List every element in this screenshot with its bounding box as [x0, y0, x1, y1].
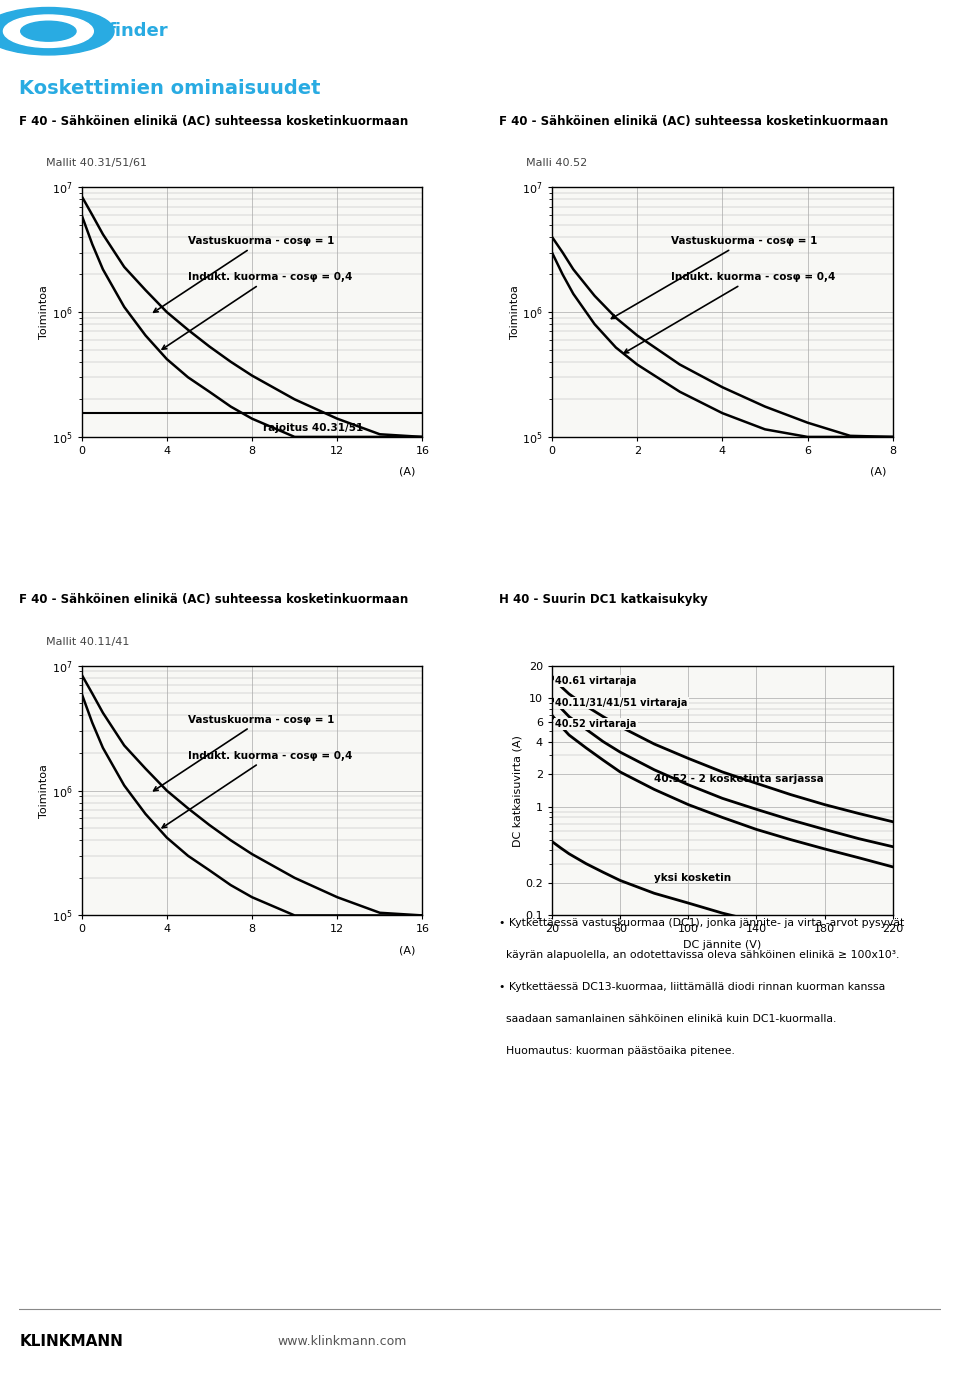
Text: (A): (A): [870, 467, 886, 477]
Text: saadaan samanlainen sähköinen elinikä kuin DC1-kuormalla.: saadaan samanlainen sähköinen elinikä ku…: [499, 1014, 836, 1024]
Text: 40.11/31/41/51 virtaraja: 40.11/31/41/51 virtaraja: [556, 699, 687, 709]
Text: Indukt. kuorma - cosφ = 0,4: Indukt. kuorma - cosφ = 0,4: [162, 272, 352, 350]
Text: www.klinkmann.com: www.klinkmann.com: [277, 1336, 407, 1348]
Text: yksi kosketin: yksi kosketin: [655, 874, 732, 884]
Text: 40.61 virtaraja: 40.61 virtaraja: [556, 675, 636, 687]
Text: Vastuskuorma - cosφ = 1: Vastuskuorma - cosφ = 1: [154, 236, 334, 312]
Circle shape: [4, 15, 93, 47]
Text: Malli 40.52: Malli 40.52: [526, 158, 587, 168]
Text: • Kytkettäessä DC13-kuormaa, liittämällä diodi rinnan kuorman kanssa: • Kytkettäessä DC13-kuormaa, liittämällä…: [499, 982, 885, 992]
Text: 40-sarja - Pienikokoiset piirilevyreleet 8 - 10 - 16 A: 40-sarja - Pienikokoiset piirilevyreleet…: [309, 22, 824, 40]
Text: Mallit 40.31/51/61: Mallit 40.31/51/61: [46, 158, 147, 168]
Text: F 40 - Sähköinen elinikä (AC) suhteessa kosketinkuormaan: F 40 - Sähköinen elinikä (AC) suhteessa …: [19, 594, 408, 606]
Text: KLINKMANN: KLINKMANN: [19, 1334, 123, 1350]
Text: käyrän alapuolella, an odotettavissa oleva sähköinen elinikä ≥ 100x10³.: käyrän alapuolella, an odotettavissa ole…: [499, 950, 900, 960]
Text: Mallit 40.11/41: Mallit 40.11/41: [46, 637, 129, 646]
Text: H 40 - Suurin DC1 katkaisukyky: H 40 - Suurin DC1 katkaisukyky: [499, 594, 708, 606]
Text: Indukt. kuorma - cosφ = 0,4: Indukt. kuorma - cosφ = 0,4: [624, 272, 835, 354]
Text: • Kytkettäessä vastuskuormaa (DC1), jonka jännite- ja virta -arvot pysyvät: • Kytkettäessä vastuskuormaa (DC1), jonk…: [499, 918, 904, 928]
Text: rajoitus 40.31/51: rajoitus 40.31/51: [263, 423, 363, 433]
Text: Koskettimien ominaisuudet: Koskettimien ominaisuudet: [19, 79, 321, 97]
Text: Vastuskuorma - cosφ = 1: Vastuskuorma - cosφ = 1: [612, 236, 818, 319]
Text: F 40 - Sähköinen elinikä (AC) suhteessa kosketinkuormaan: F 40 - Sähköinen elinikä (AC) suhteessa …: [499, 115, 888, 128]
Y-axis label: Toimintoa: Toimintoa: [39, 764, 49, 817]
Text: (A): (A): [399, 467, 416, 477]
Text: Indukt. kuorma - cosφ = 0,4: Indukt. kuorma - cosφ = 0,4: [162, 750, 352, 828]
Text: (A): (A): [399, 946, 416, 956]
Text: 40.52 - 2 kosketinta sarjassa: 40.52 - 2 kosketinta sarjassa: [655, 774, 824, 784]
Y-axis label: Toimintoa: Toimintoa: [510, 286, 519, 338]
Text: finder: finder: [108, 22, 168, 40]
Text: 40.52 virtaraja: 40.52 virtaraja: [556, 718, 636, 730]
X-axis label: DC jännite (V): DC jännite (V): [684, 940, 761, 950]
Circle shape: [21, 21, 76, 42]
Text: F 40 - Sähköinen elinikä (AC) suhteessa kosketinkuormaan: F 40 - Sähköinen elinikä (AC) suhteessa …: [19, 115, 408, 128]
Circle shape: [0, 7, 114, 55]
Y-axis label: Toimintoa: Toimintoa: [39, 286, 49, 338]
Text: Vastuskuorma - cosφ = 1: Vastuskuorma - cosφ = 1: [154, 714, 334, 791]
Y-axis label: DC katkaisuvirta (A): DC katkaisuvirta (A): [513, 735, 522, 846]
Text: Huomautus: kuorman päästöaika pitenee.: Huomautus: kuorman päästöaika pitenee.: [499, 1046, 735, 1056]
